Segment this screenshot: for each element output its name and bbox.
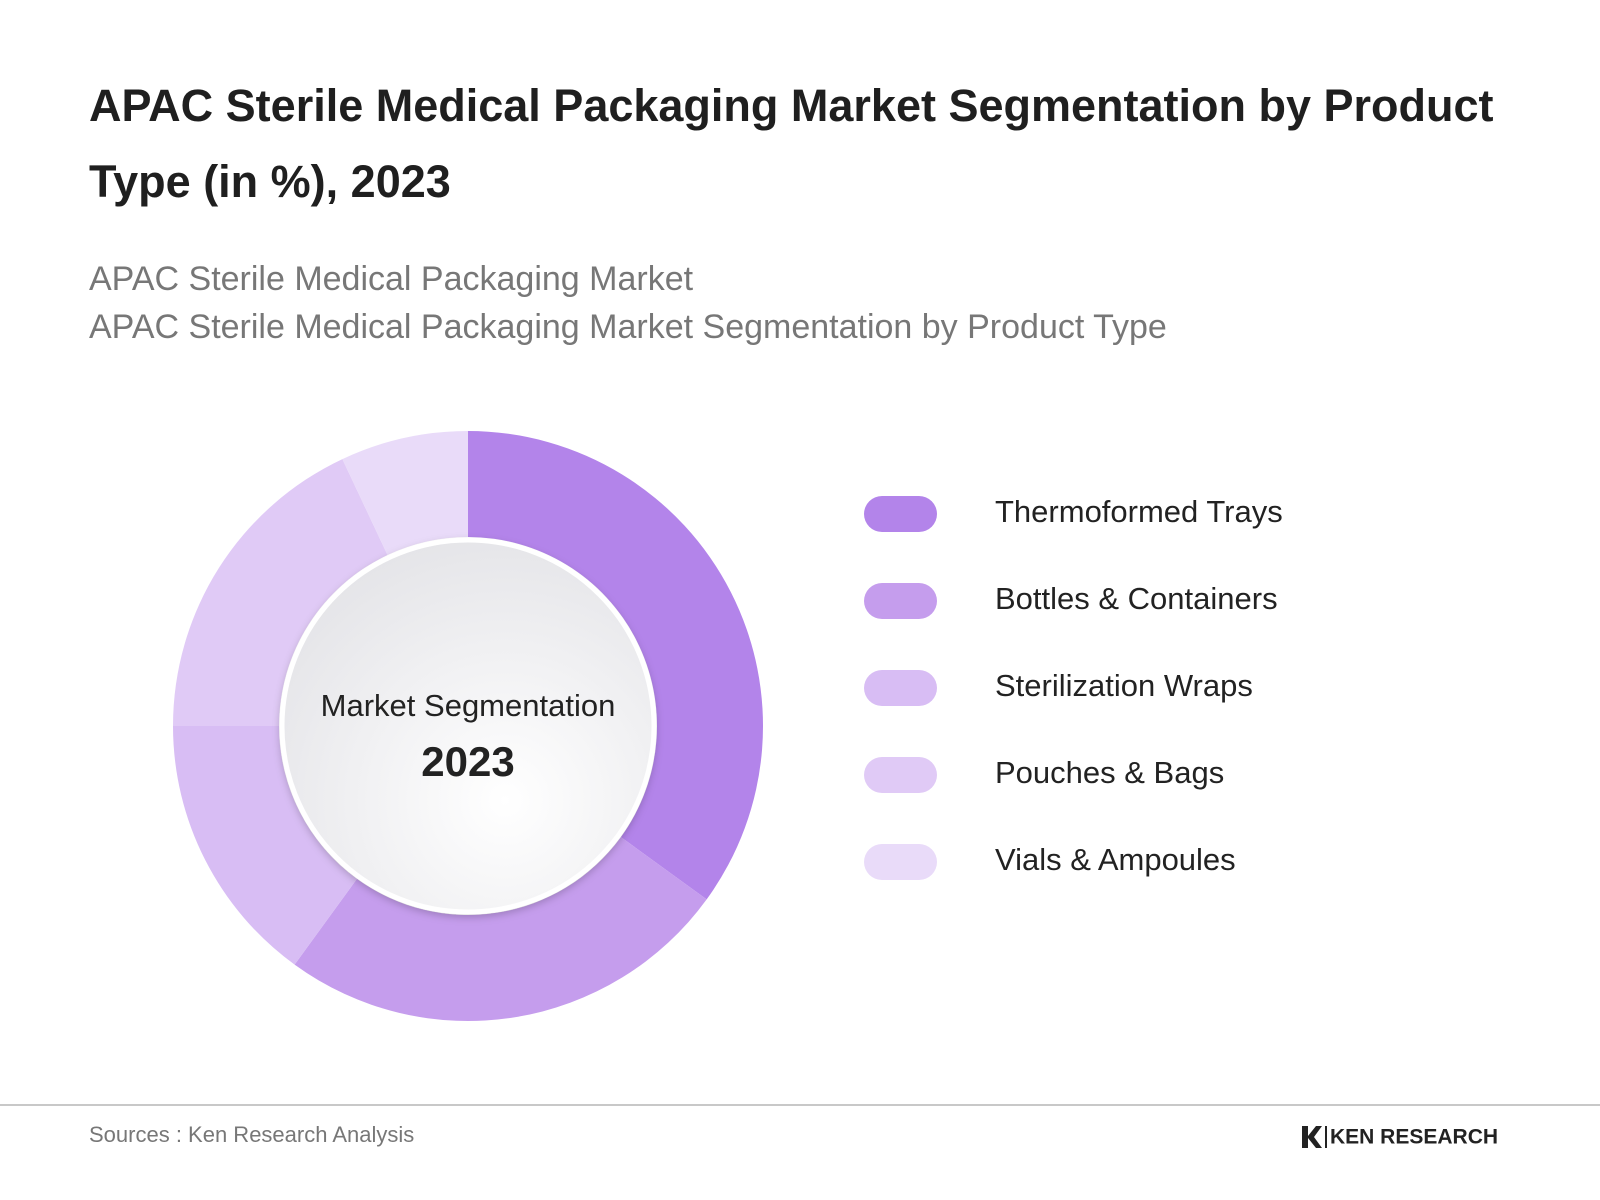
subtitle: APAC Sterile Medical Packaging Market Se… <box>89 308 1167 346</box>
chart-title: APAC Sterile Medical Packaging Market Se… <box>89 80 1494 207</box>
donut-slice <box>342 431 468 555</box>
donut-slice <box>173 459 388 726</box>
legend-swatch <box>864 496 937 532</box>
donut-slice <box>468 431 763 900</box>
center-label: Market Segmentation <box>321 688 616 723</box>
legend-label: Bottles & Containers <box>995 581 1278 616</box>
legend-swatch <box>864 583 937 619</box>
legend-swatch <box>864 844 937 880</box>
legend-label: Pouches & Bags <box>995 755 1224 790</box>
legend-swatch <box>864 670 937 706</box>
legend-swatch <box>864 757 937 793</box>
donut-slice <box>173 726 357 965</box>
subtitle: APAC Sterile Medical Packaging Market <box>89 260 694 298</box>
source: Sources : Ken Research Analysis <box>89 1122 414 1147</box>
legend-label: Thermoformed Trays <box>995 494 1283 529</box>
brand: KEN RESEARCH <box>1330 1126 1498 1149</box>
donut-slice <box>294 837 707 1021</box>
brand-logo: KEN RESEARCH <box>1302 1126 1498 1149</box>
center-disc <box>279 537 657 915</box>
center-year: 2023 <box>421 738 514 785</box>
legend-label: Sterilization Wraps <box>995 668 1253 703</box>
legend-label: Vials & Ampoules <box>995 842 1236 877</box>
